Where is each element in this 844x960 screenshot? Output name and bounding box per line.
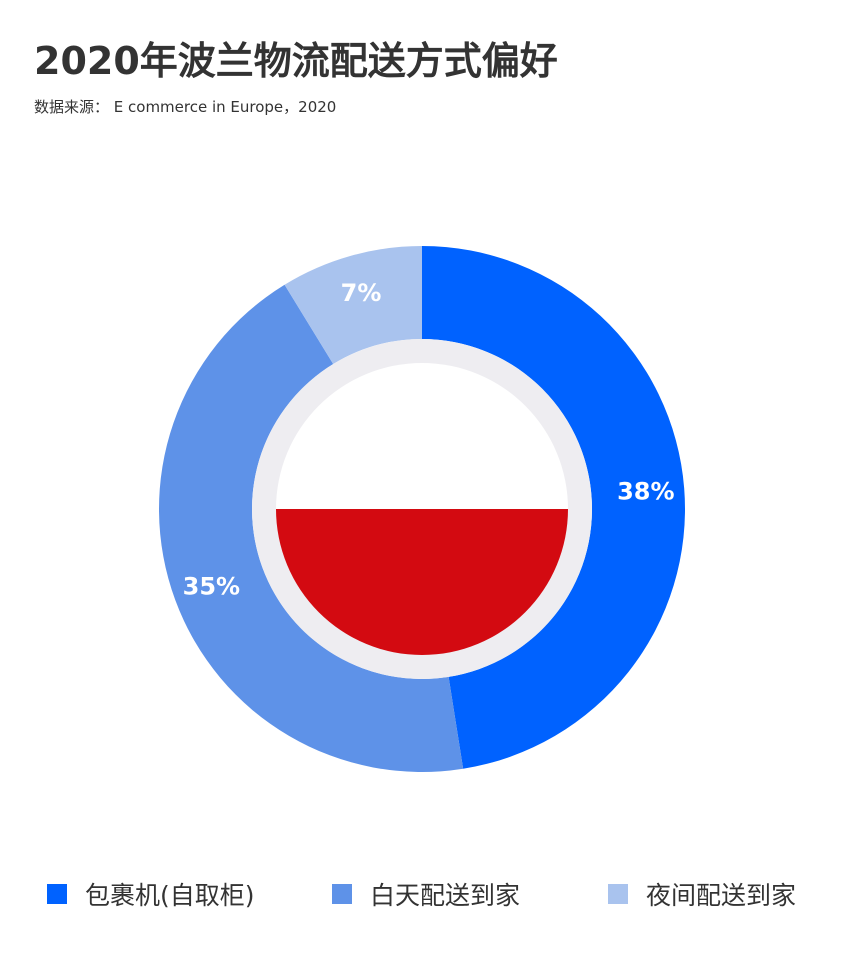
legend-swatch: [608, 884, 628, 904]
donut-slices: [159, 246, 685, 772]
legend-item-parcel-locker: 包裹机(自取柜): [47, 874, 255, 914]
legend-label: 白天配送到家: [370, 881, 521, 910]
slice-daytime-delivery: [159, 284, 464, 772]
slice-evening-delivery: [284, 246, 422, 365]
legend-item-evening-delivery: 夜间配送到家: [608, 874, 796, 914]
slice-labels: 38% 35% 7%: [183, 279, 675, 601]
slice-label-parcel-locker: 38%: [617, 477, 674, 505]
slice-parcel-locker: [422, 246, 685, 769]
legend-label: 夜间配送到家: [646, 881, 797, 910]
legend-label: 包裹机(自取柜): [85, 881, 255, 910]
flag-bottom-half: [276, 509, 568, 655]
slice-label-daytime-delivery: 35%: [183, 573, 240, 601]
legend-swatch: [332, 884, 352, 904]
chart-title: 2020年波兰物流配送方式偏好: [34, 39, 558, 83]
legend: 包裹机(自取柜) 白天配送到家 夜间配送到家: [0, 874, 844, 914]
flag-top-half: [276, 363, 568, 509]
data-source: 数据来源： E commerce in Europe，2020: [34, 98, 337, 116]
legend-swatch: [47, 884, 67, 904]
legend-item-daytime-delivery: 白天配送到家: [332, 874, 520, 914]
slice-label-evening-delivery: 7%: [341, 279, 382, 307]
